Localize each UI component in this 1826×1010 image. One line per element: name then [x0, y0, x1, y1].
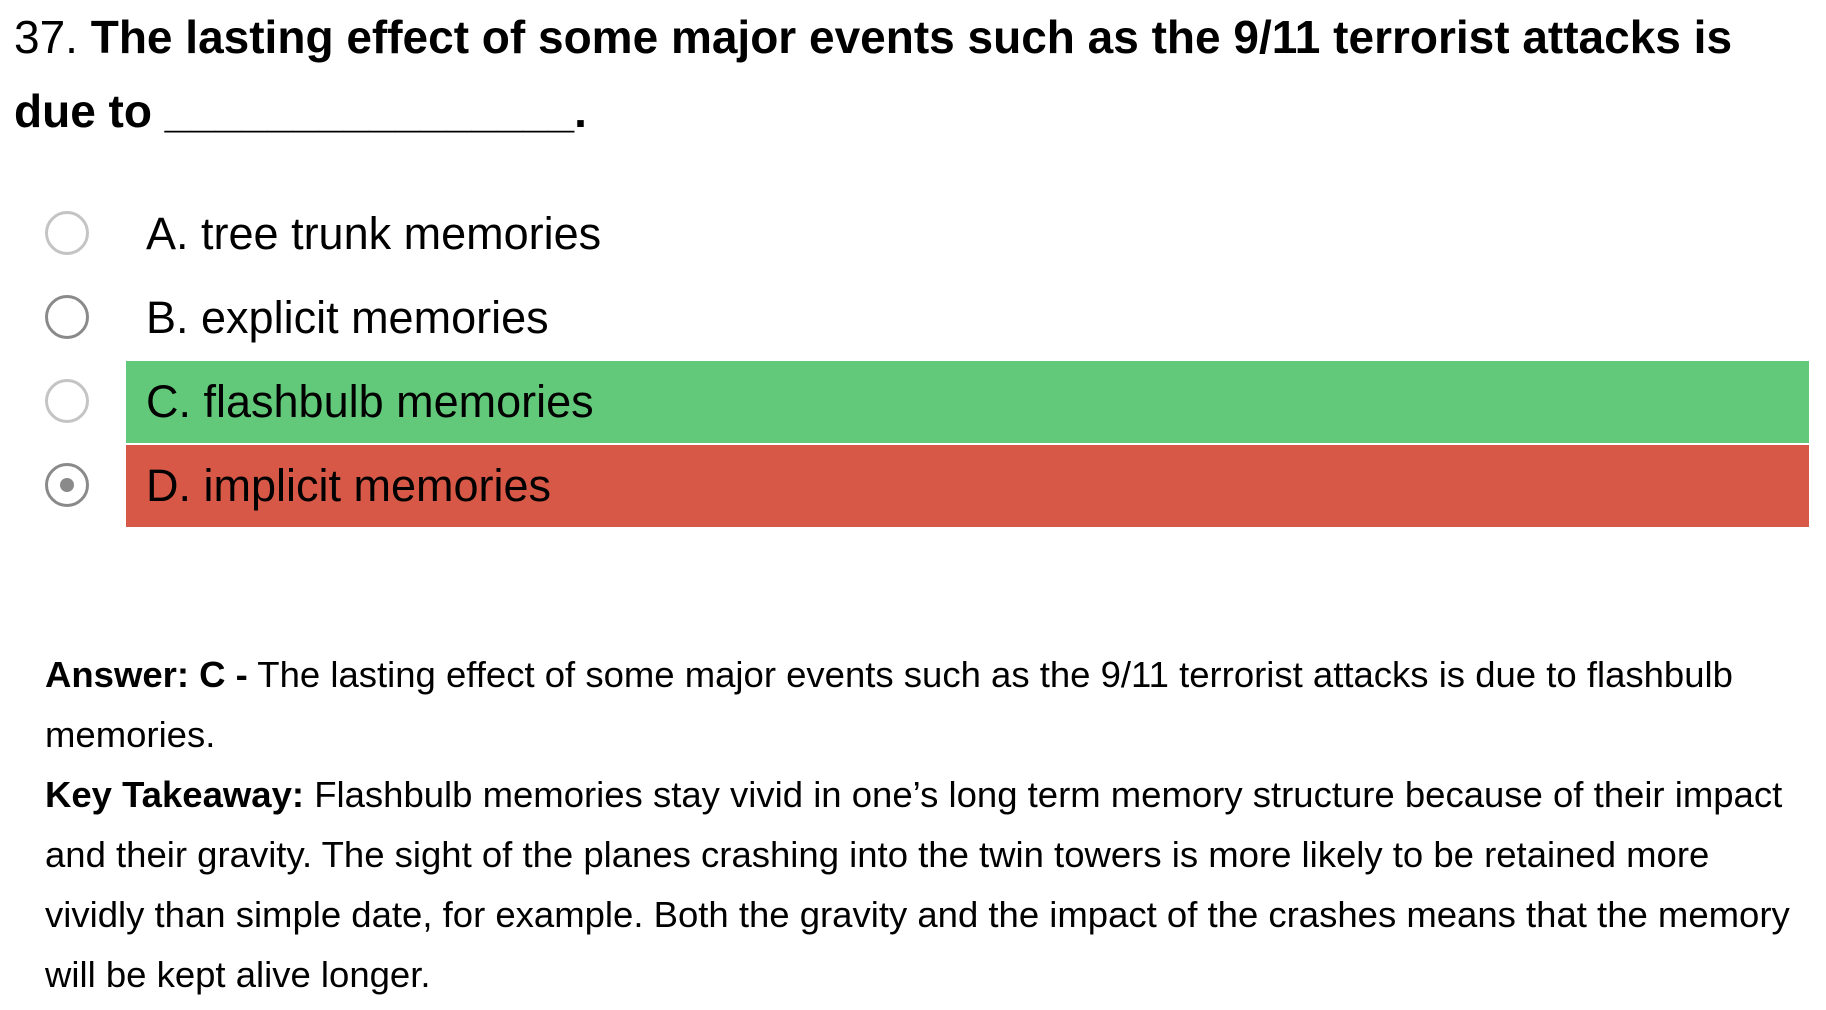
answer-explanation: Answer: C - The lasting effect of some m…: [45, 645, 1805, 1005]
radio-icon[interactable]: [45, 379, 89, 423]
question-text: 37. The lasting effect of some major eve…: [14, 0, 1814, 148]
question-prompt: The lasting effect of some major events …: [14, 11, 1733, 137]
takeaway-text: Flashbulb memories stay vivid in one’s l…: [45, 774, 1790, 995]
option-d[interactable]: D. implicit memories: [0, 445, 1826, 527]
question-blank: ________________.: [164, 85, 587, 137]
option-c[interactable]: C. flashbulb memories: [0, 361, 1826, 443]
option-b[interactable]: B. explicit memories: [0, 277, 1826, 359]
radio-icon[interactable]: [45, 211, 89, 255]
radio-icon[interactable]: [45, 295, 89, 339]
answer-label: Answer: C -: [45, 654, 248, 695]
option-c-label[interactable]: C. flashbulb memories: [126, 361, 1809, 443]
answer-text: The lasting effect of some major events …: [45, 654, 1733, 755]
option-d-label[interactable]: D. implicit memories: [126, 445, 1809, 527]
option-a-label[interactable]: A. tree trunk memories: [146, 208, 602, 259]
question-number: 37.: [14, 11, 78, 63]
takeaway-label: Key Takeaway:: [45, 774, 305, 815]
option-b-label[interactable]: B. explicit memories: [146, 292, 549, 343]
radio-icon[interactable]: [45, 463, 89, 507]
option-a[interactable]: A. tree trunk memories: [0, 193, 1826, 275]
answer-paragraph: Answer: C - The lasting effect of some m…: [45, 645, 1805, 765]
takeaway-paragraph: Key Takeaway: Flashbulb memories stay vi…: [45, 765, 1805, 1005]
